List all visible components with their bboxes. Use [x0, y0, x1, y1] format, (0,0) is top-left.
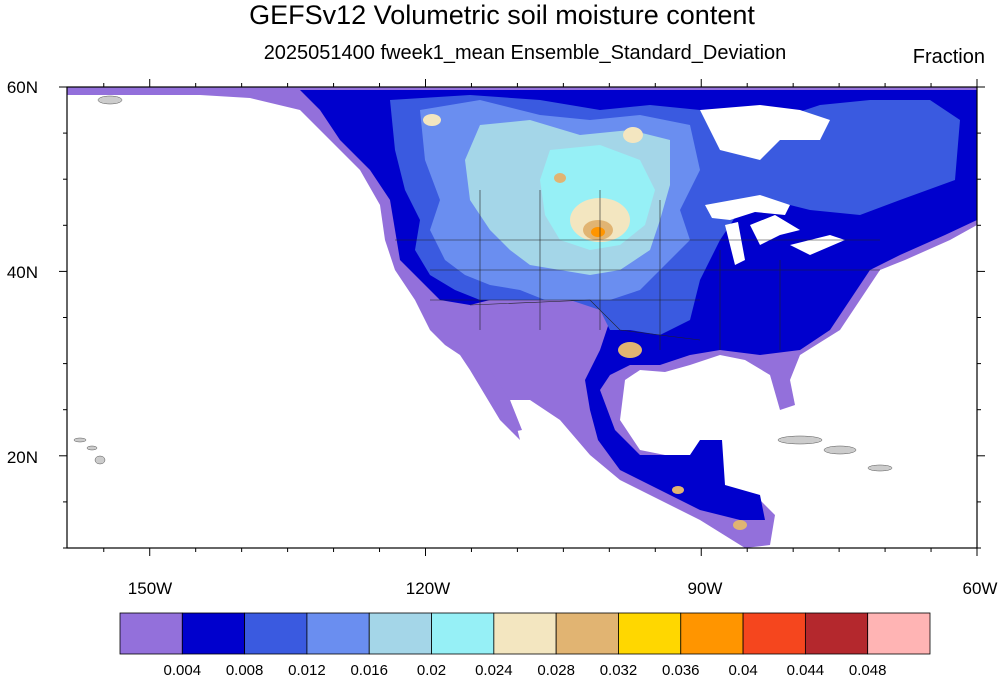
hotspot-mex	[672, 486, 684, 494]
colorbar-label: 0.048	[849, 662, 887, 679]
hudson-bay	[700, 105, 830, 160]
colorbar-label: 0.04	[728, 662, 757, 679]
colorbar-swatch	[306, 612, 370, 655]
colorbar-swatch	[804, 612, 869, 655]
colorbar-label: 0.036	[662, 662, 700, 679]
colorbar-swatch	[555, 612, 619, 655]
colorbar-swatch	[618, 612, 682, 655]
hotspot-beige-4	[618, 342, 642, 358]
colorbar-label: 0.028	[537, 662, 575, 679]
colorbar-swatch	[431, 612, 495, 655]
map-title: GEFSv12 Volumetric soil moisture content	[249, 0, 755, 30]
colorbar-swatch	[119, 612, 183, 655]
great-lakes	[705, 195, 845, 265]
colorbar-swatch	[867, 612, 931, 655]
colorbar-label: 0.024	[475, 662, 513, 679]
colorbar-swatch	[181, 612, 246, 655]
colorbar-label: 0.008	[226, 662, 264, 679]
colorbar-swatch	[244, 612, 308, 655]
lat-label-60n: 60N	[7, 78, 38, 97]
longitude-labels: 150W 120W 90W 60W	[128, 579, 998, 598]
lon-label-90w: 90W	[688, 579, 723, 598]
colorbar-label: 0.02	[417, 662, 446, 679]
lon-label-150w: 150W	[128, 579, 172, 598]
lat-label-20n: 20N	[7, 448, 38, 467]
colorbar: 0.004 0.008 0.012 0.016 0.02 0.024 0.028 0.032 0…	[119, 612, 931, 679]
colorbar-label: 0.016	[350, 662, 388, 679]
baja-peninsula	[465, 350, 522, 432]
lat-label-40n: 40N	[7, 263, 38, 282]
colorbar-label: 0.044	[787, 662, 825, 679]
hotspot-tan-2	[554, 173, 566, 183]
lon-label-60w: 60W	[963, 579, 998, 598]
hotspot-beige-5	[733, 520, 747, 530]
colorbar-swatch	[742, 612, 806, 655]
map-panel	[67, 87, 977, 548]
colorbar-swatch	[493, 612, 557, 655]
map-subtitle: 2025051400 fweek1_mean Ensemble_Standard…	[264, 42, 787, 64]
units-label: Fraction	[913, 46, 985, 68]
lon-label-120w: 120W	[406, 579, 450, 598]
colorbar-label: 0.012	[288, 662, 326, 679]
colorbar-swatch	[368, 612, 432, 655]
hotspot-beige-3	[423, 114, 441, 126]
colorbar-label: 0.004	[164, 662, 202, 679]
boundaries	[395, 190, 880, 350]
islands	[73, 95, 893, 472]
frame-tick-marks	[59, 79, 985, 556]
hotspot-beige-2	[623, 127, 643, 143]
colorbar-label: 0.032	[600, 662, 638, 679]
colorbar-swatch	[680, 612, 744, 655]
latitude-labels: 60N 40N 20N	[7, 78, 38, 467]
hotspot-orange	[591, 227, 605, 237]
